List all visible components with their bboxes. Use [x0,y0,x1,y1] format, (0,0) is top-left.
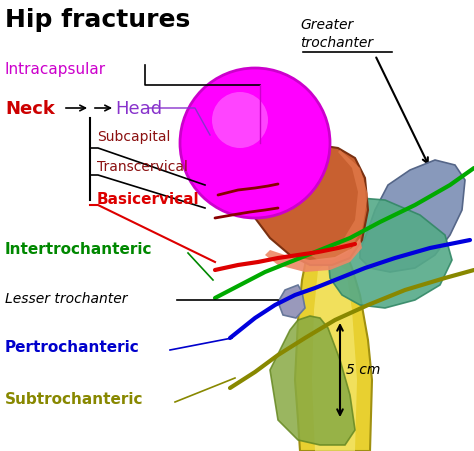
Polygon shape [295,250,372,451]
Text: Head: Head [115,100,162,118]
Text: trochanter: trochanter [300,36,373,50]
Text: Neck: Neck [5,100,55,118]
Text: 5 cm: 5 cm [346,363,380,377]
Text: Greater: Greater [300,18,353,32]
Text: Lesser trochanter: Lesser trochanter [5,292,128,306]
Polygon shape [265,238,362,272]
Text: Intertrochanteric: Intertrochanteric [5,242,153,257]
Text: Intracapsular: Intracapsular [5,62,106,77]
Polygon shape [305,150,368,260]
Circle shape [180,68,330,218]
Polygon shape [360,160,465,272]
Polygon shape [278,285,305,318]
Polygon shape [248,145,368,265]
Text: Basicervical: Basicervical [97,192,200,207]
Text: Subtrochanteric: Subtrochanteric [5,392,144,407]
Text: Subcapital: Subcapital [97,130,170,144]
Polygon shape [312,260,357,451]
Circle shape [212,92,268,148]
Polygon shape [270,316,355,445]
Text: Transcervical: Transcervical [97,160,188,174]
Text: Hip fractures: Hip fractures [5,8,190,32]
Text: Pertrochanteric: Pertrochanteric [5,340,140,355]
Polygon shape [328,198,452,308]
